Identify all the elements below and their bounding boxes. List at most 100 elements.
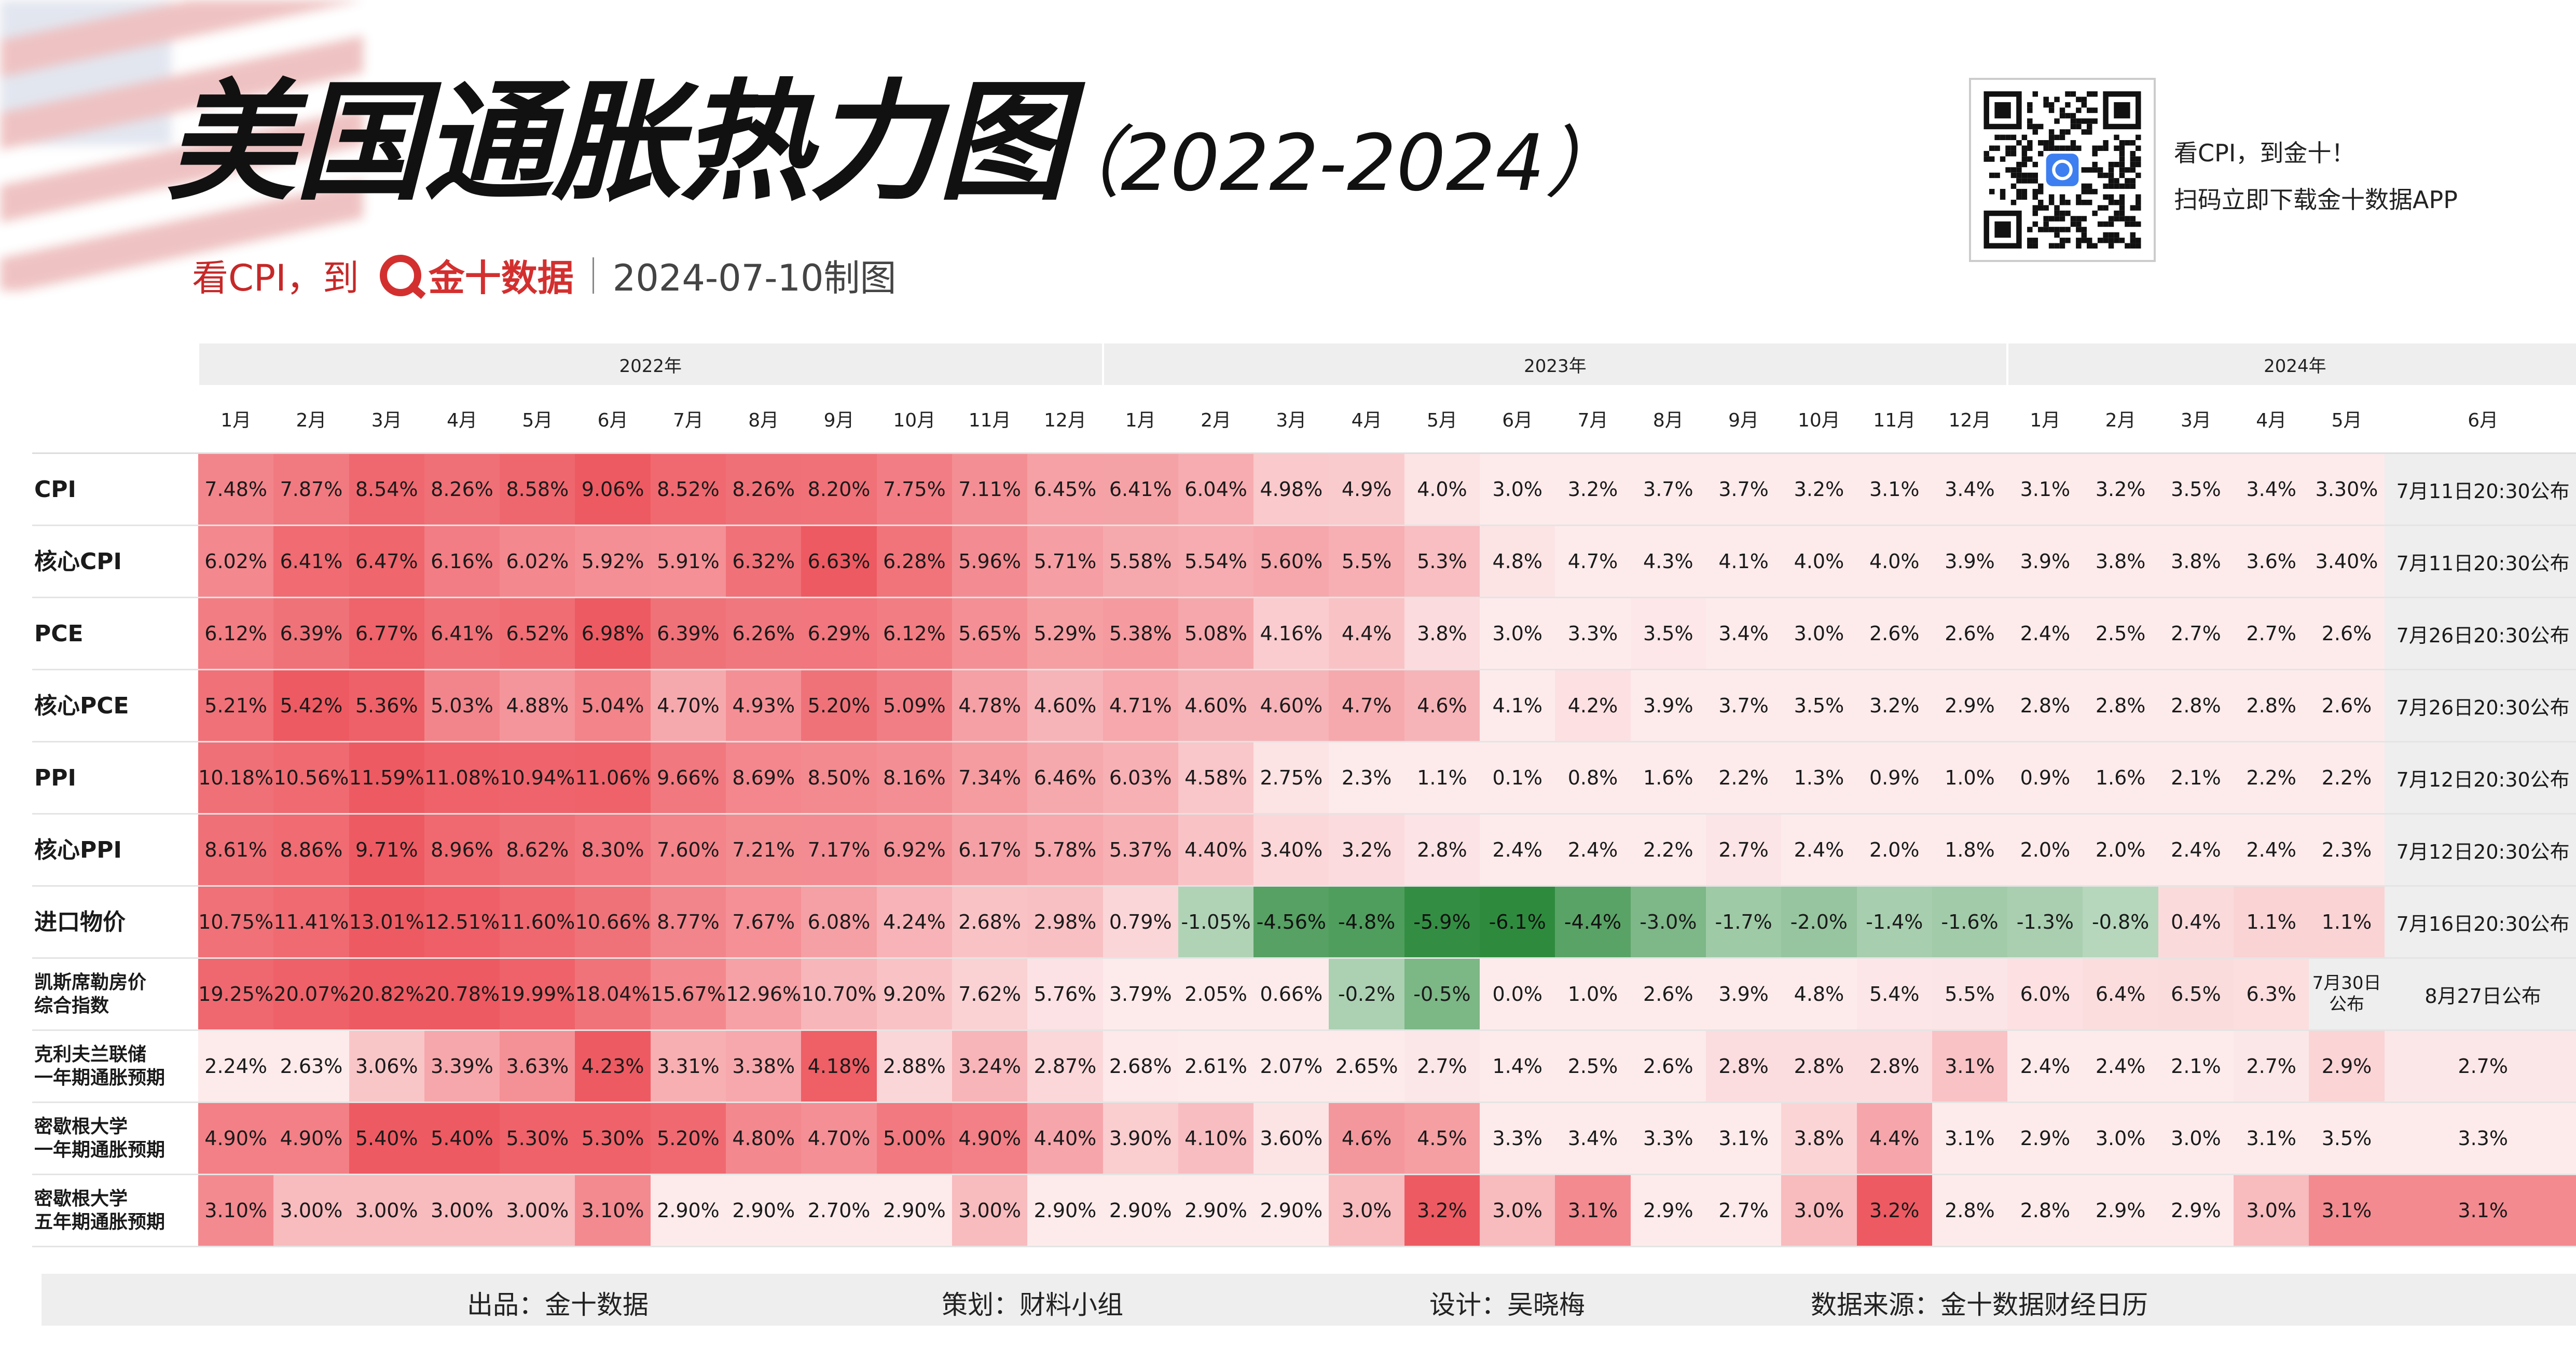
table-cell: 4.70%: [650, 669, 726, 742]
table-cell: 2.7%: [2384, 1030, 2576, 1103]
table-cell: 0.0%: [1480, 958, 1555, 1031]
table-cell: 2.4%: [2083, 1030, 2158, 1103]
table-cell: 1.4%: [1480, 1030, 1555, 1103]
table-cell: 10.18%: [198, 741, 274, 815]
table-cell: 3.4%: [1932, 453, 2008, 526]
footer-producer: 出品：金十数据: [467, 1290, 649, 1320]
table-cell: 2.8%: [1856, 1030, 1932, 1103]
table-cell: 2.8%: [2007, 1174, 2083, 1247]
row-label: 克利夫兰联储 一年期通胀预期: [32, 1030, 198, 1103]
table-cell: 7.21%: [726, 814, 802, 887]
row-label: 密歇根大学 一年期通胀预期: [32, 1102, 198, 1175]
row-label: CPI: [32, 453, 198, 526]
table-cell: 2.9%: [2309, 1030, 2385, 1103]
month-header: 10月: [876, 385, 952, 454]
table-cell: 2.63%: [273, 1030, 349, 1103]
table-cell: 7月26日20:30公布: [2384, 597, 2576, 670]
table-cell: 5.00%: [876, 1102, 952, 1175]
table-cell: 11.06%: [575, 741, 651, 815]
table-cell: 3.2%: [1404, 1174, 1480, 1247]
table-cell: 3.2%: [2083, 453, 2158, 526]
table-cell: 7.67%: [726, 886, 802, 959]
table-cell: 2.65%: [1329, 1030, 1404, 1103]
table-cell: 2.5%: [2083, 597, 2158, 670]
table-cell: 0.4%: [2158, 886, 2234, 959]
table-cell: 3.5%: [2158, 453, 2234, 526]
qr-caption-line1: 看CPI，到金十！: [2174, 139, 2355, 167]
month-header: 6月: [575, 385, 651, 454]
table-cell: 2.90%: [650, 1174, 726, 1247]
qr-code-icon: [1983, 91, 2141, 249]
table-cell: 5.29%: [1027, 597, 1103, 670]
table-cell: 3.0%: [1329, 1174, 1404, 1247]
table-cell: 5.40%: [349, 1102, 424, 1175]
table-cell: 7月16日20:30公布: [2384, 886, 2576, 959]
table-cell: 3.24%: [952, 1030, 1028, 1103]
table-cell: 4.1%: [1480, 669, 1555, 742]
table-cell: -1.6%: [1932, 886, 2008, 959]
us-flag-backdrop: [0, 0, 363, 291]
table-cell: 5.71%: [1027, 525, 1103, 598]
table-cell: 6.26%: [726, 597, 802, 670]
corner-blank: [31, 343, 198, 385]
table-cell: 4.10%: [1178, 1102, 1254, 1175]
table-cell: 8.30%: [575, 814, 651, 887]
table-cell: 10.56%: [273, 741, 349, 815]
table-cell: 4.71%: [1103, 669, 1178, 742]
table-cell: 2.8%: [1781, 1030, 1857, 1103]
table-cell: 2.0%: [2007, 814, 2083, 887]
year-header: 2022年: [197, 343, 1103, 385]
table-cell: 5.78%: [1027, 814, 1103, 887]
table-cell: 6.29%: [801, 597, 877, 670]
table-cell: 11.59%: [349, 741, 424, 815]
table-cell: 8.69%: [726, 741, 802, 815]
table-cell: 2.90%: [1027, 1174, 1103, 1247]
table-row: 核心PCE 5.21% 5.42% 5.36% 5.03% 4.88% 5.04% 4.70%…: [32, 669, 2576, 742]
table-cell: 7月12日20:30公布: [2384, 741, 2576, 815]
table-cell: 4.8%: [1781, 958, 1857, 1031]
table-cell: 5.20%: [801, 669, 877, 742]
table-cell: 8.52%: [650, 453, 726, 526]
table-cell: 5.40%: [424, 1102, 500, 1175]
table-cell: 5.42%: [273, 669, 349, 742]
table-cell: 5.92%: [575, 525, 651, 598]
table-cell: -2.0%: [1781, 886, 1857, 959]
table-cell: 3.39%: [424, 1030, 500, 1103]
month-header: 7月: [1555, 385, 1631, 454]
table-cell: 10.75%: [198, 886, 274, 959]
table-cell: 2.2%: [2309, 741, 2385, 815]
table-cell: 7.87%: [273, 453, 349, 526]
month-header: 4月: [424, 385, 500, 454]
table-cell: 3.0%: [1781, 597, 1857, 670]
table-cell: 7.34%: [952, 741, 1028, 815]
table-cell: 2.6%: [2309, 597, 2385, 670]
table-cell: 2.88%: [876, 1030, 952, 1103]
table-cell: 3.10%: [575, 1174, 651, 1247]
month-header: 7月: [650, 385, 726, 454]
table-cell: 2.8%: [2234, 669, 2309, 742]
month-header: 10月: [1781, 385, 1857, 454]
table-cell: 3.79%: [1103, 958, 1178, 1031]
table-cell: 8.50%: [801, 741, 877, 815]
table-cell: 2.05%: [1178, 958, 1254, 1031]
table-cell: 6.77%: [349, 597, 424, 670]
table-cell: 4.80%: [726, 1102, 802, 1175]
table-cell: 2.8%: [2007, 669, 2083, 742]
table-cell: 4.6%: [1404, 669, 1480, 742]
table-cell: 6.52%: [500, 597, 575, 670]
table-cell: 3.60%: [1253, 1102, 1329, 1175]
table-cell: 3.4%: [1555, 1102, 1631, 1175]
table-cell: 3.1%: [2384, 1174, 2576, 1247]
table-cell: 4.1%: [1705, 525, 1782, 598]
table-cell: 3.00%: [424, 1174, 500, 1247]
month-header: 6月: [2384, 385, 2576, 454]
table-cell: 7.60%: [650, 814, 726, 887]
table-cell: 3.00%: [952, 1174, 1028, 1247]
table-cell: -4.8%: [1329, 886, 1404, 959]
row-label: PPI: [32, 741, 198, 815]
table-cell: 2.68%: [1103, 1030, 1178, 1103]
table-row: PPI 10.18% 10.56% 11.59% 11.08% 10.94% 11.06% 9…: [32, 741, 2576, 815]
table-cell: 19.25%: [198, 958, 274, 1031]
table-cell: -5.9%: [1404, 886, 1480, 959]
month-header: 11月: [1856, 385, 1932, 454]
